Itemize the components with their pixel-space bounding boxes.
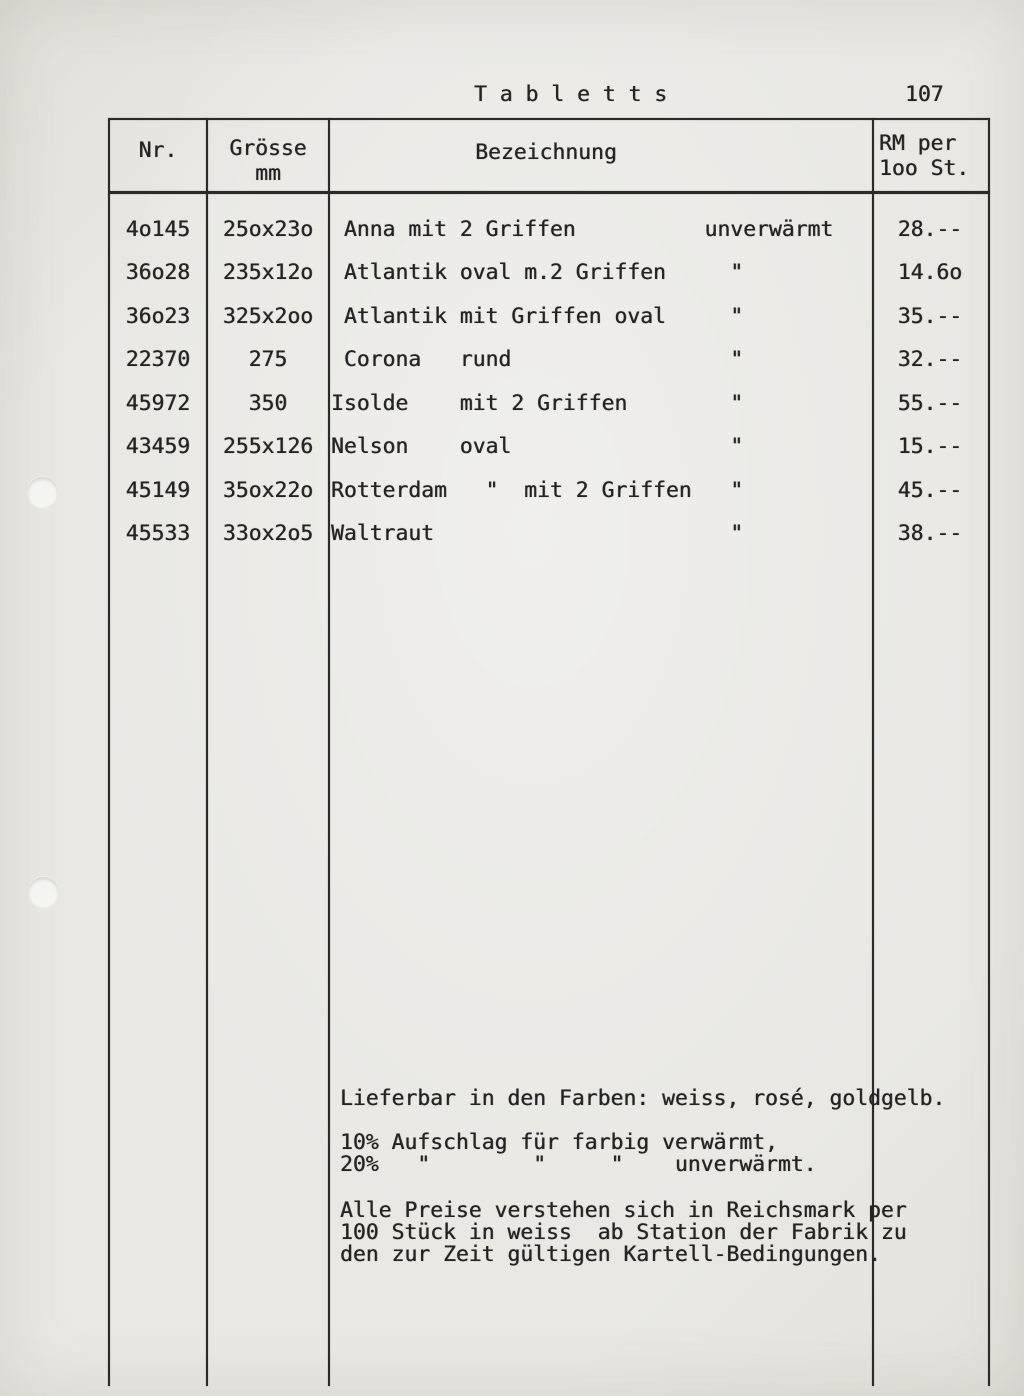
table-rule-col3	[872, 118, 874, 1386]
row-nr: 36o23	[125, 304, 191, 329]
note-terms-line3: den zur Zeit gültigen Kartell-Bedingunge…	[340, 1242, 881, 1267]
table-header-rule	[109, 191, 990, 194]
row-bezeichnung: Atlantik oval m.2 Griffen "	[331, 260, 744, 285]
column-header-rm: RM per 1oo St.	[879, 131, 969, 181]
row-preis: 35.--	[897, 304, 963, 329]
row-bezeichnung: Atlantik mit Griffen oval "	[331, 304, 744, 329]
note-terms-line1: Alle Preise verstehen sich in Reichsmark…	[340, 1198, 907, 1223]
row-preis: 28.--	[897, 217, 963, 242]
row-groesse: 255x126	[222, 434, 314, 459]
punch-hole-top	[27, 477, 58, 508]
row-preis: 32.--	[897, 347, 963, 372]
table-rule-left	[108, 118, 110, 1386]
row-nr: 4o145	[125, 217, 191, 242]
column-header-groesse: Grösse mm	[207, 136, 329, 186]
row-nr: 43459	[125, 434, 191, 459]
row-nr: 45149	[125, 478, 191, 503]
page-number: 107	[905, 82, 944, 107]
row-groesse: 350	[248, 391, 288, 416]
table-rule-col1	[206, 118, 208, 1386]
row-bezeichnung: Rotterdam " mit 2 Griffen "	[331, 478, 744, 503]
table-rule-col2	[328, 118, 330, 1386]
row-preis: 38.--	[897, 521, 963, 546]
rm-header-line2: 1oo St.	[879, 156, 970, 181]
row-groesse: 25ox23o	[222, 217, 314, 242]
row-groesse: 33ox2o5	[222, 521, 314, 546]
column-header-nr: Nr.	[138, 138, 178, 163]
row-groesse: 235x12o	[222, 260, 314, 285]
note-terms-line2: 100 Stück in weiss ab Station der Fabrik…	[340, 1220, 907, 1245]
row-groesse: 275	[248, 347, 288, 372]
row-bezeichnung: Isolde mit 2 Griffen "	[331, 391, 744, 416]
row-preis: 55.--	[897, 391, 963, 416]
row-preis: 14.6o	[897, 260, 963, 285]
note-colors: Lieferbar in den Farben: weiss, rosé, go…	[340, 1086, 946, 1111]
punch-hole-bottom	[28, 877, 59, 908]
row-nr: 22370	[125, 347, 191, 372]
column-header-bezeichnung: Bezeichnung	[475, 140, 617, 165]
rm-header-line1: RM per	[879, 131, 957, 156]
row-groesse: 325x2oo	[222, 304, 314, 329]
note-surcharge-line2: 20% " " " unverwärmt.	[340, 1152, 817, 1177]
note-surcharge-line1: 10% Aufschlag für farbig verwärmt,	[340, 1130, 778, 1155]
row-bezeichnung: Corona rund "	[331, 347, 744, 372]
table-rule-right	[988, 118, 990, 1386]
row-bezeichnung: Nelson oval "	[331, 434, 744, 459]
row-groesse: 35ox22o	[222, 478, 314, 503]
table-top-rule	[109, 118, 990, 120]
row-preis: 15.--	[897, 434, 963, 459]
row-bezeichnung: Waltraut "	[331, 521, 744, 546]
row-bezeichnung: Anna mit 2 Griffen unverwärmt	[331, 217, 834, 242]
row-nr: 36o28	[125, 260, 191, 285]
row-nr: 45972	[125, 391, 191, 416]
page-title: T a b l e t t s	[474, 82, 668, 107]
groesse-header-line1: Grösse	[229, 136, 307, 161]
groesse-header-line2: mm	[255, 161, 281, 186]
row-nr: 45533	[125, 521, 191, 546]
row-preis: 45.--	[897, 478, 963, 503]
